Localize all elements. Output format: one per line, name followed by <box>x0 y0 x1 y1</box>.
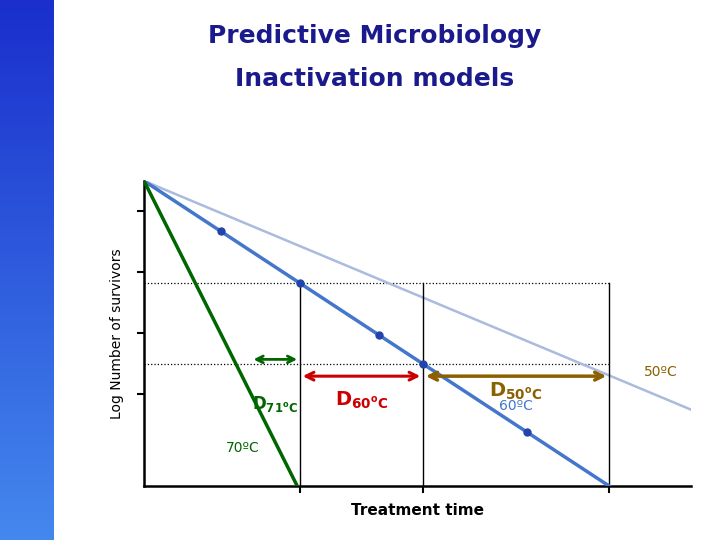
Text: Survival line: Survival line <box>122 144 238 161</box>
Text: 70ºC: 70ºC <box>225 441 259 455</box>
Text: $\mathbf{D_{50^oC}}$: $\mathbf{D_{50^oC}}$ <box>490 381 543 402</box>
Text: 60ºC: 60ºC <box>499 399 533 413</box>
Text: Predictive Microbiology: Predictive Microbiology <box>208 24 541 48</box>
Text: Inactivation models: Inactivation models <box>235 68 514 91</box>
Y-axis label: Log Number of survivors: Log Number of survivors <box>110 248 124 418</box>
X-axis label: Treatment time: Treatment time <box>351 503 484 518</box>
Text: $\mathbf{D_{60^oC}}$: $\mathbf{D_{60^oC}}$ <box>335 390 388 411</box>
Text: 50ºC: 50ºC <box>644 365 678 379</box>
Text: $\mathbf{D_{71^oC}}$: $\mathbf{D_{71^oC}}$ <box>252 394 298 415</box>
